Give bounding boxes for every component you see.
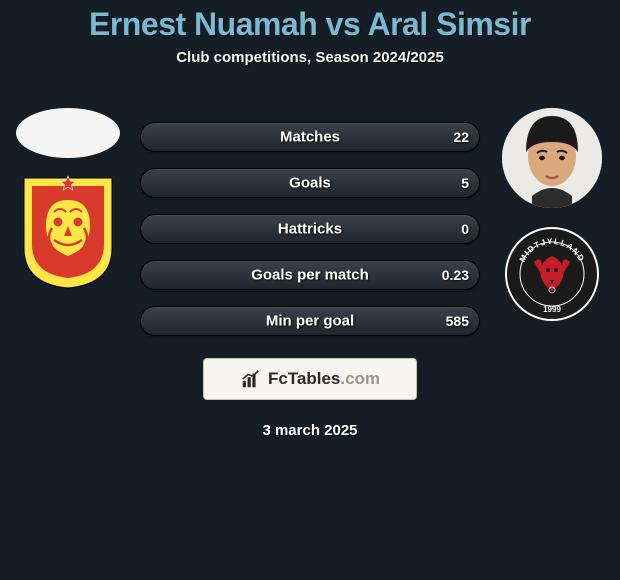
page-subtitle: Club competitions, Season 2024/2025 <box>0 49 620 66</box>
site-logo: FcTables.com <box>203 358 417 400</box>
logo-brand: FcTables <box>268 369 340 388</box>
bars-icon <box>240 368 262 390</box>
stat-row: Matches22 <box>140 122 480 152</box>
stat-label: Min per goal <box>141 313 479 330</box>
stat-right-value: 0 <box>461 221 469 237</box>
stat-label: Goals <box>141 175 479 192</box>
right-player-column: MIDTJYLLAND 1999 <box>492 108 612 322</box>
player-left-photo <box>16 108 120 158</box>
infographic-root: Ernest Nuamah vs Aral Simsir Club compet… <box>0 0 620 580</box>
logo-suffix: .com <box>340 369 380 388</box>
stat-right-value: 0.23 <box>442 267 469 283</box>
stat-right-value: 22 <box>453 129 469 145</box>
stat-row: Goals per match0.23 <box>140 260 480 290</box>
stat-label: Goals per match <box>141 267 479 284</box>
left-player-column <box>8 108 128 292</box>
stat-right-value: 585 <box>446 313 469 329</box>
page-title: Ernest Nuamah vs Aral Simsir <box>0 0 620 43</box>
club-right-badge: MIDTJYLLAND 1999 <box>504 226 600 322</box>
stats-bars: Matches22 Goals5 Hattricks0 Goals per match… <box>140 122 480 352</box>
stat-row: Min per goal585 <box>140 306 480 336</box>
stat-label: Hattricks <box>141 221 479 238</box>
stat-right-value: 5 <box>461 175 469 191</box>
player-right-photo <box>502 108 602 208</box>
logo-text: FcTables.com <box>268 369 380 389</box>
stat-row: Hattricks0 <box>140 214 480 244</box>
stat-label: Matches <box>141 129 479 146</box>
date-text: 3 march 2025 <box>0 422 620 439</box>
stat-row: Goals5 <box>140 168 480 198</box>
club-left-badge <box>18 172 118 292</box>
club-right-year: 1999 <box>543 305 561 314</box>
